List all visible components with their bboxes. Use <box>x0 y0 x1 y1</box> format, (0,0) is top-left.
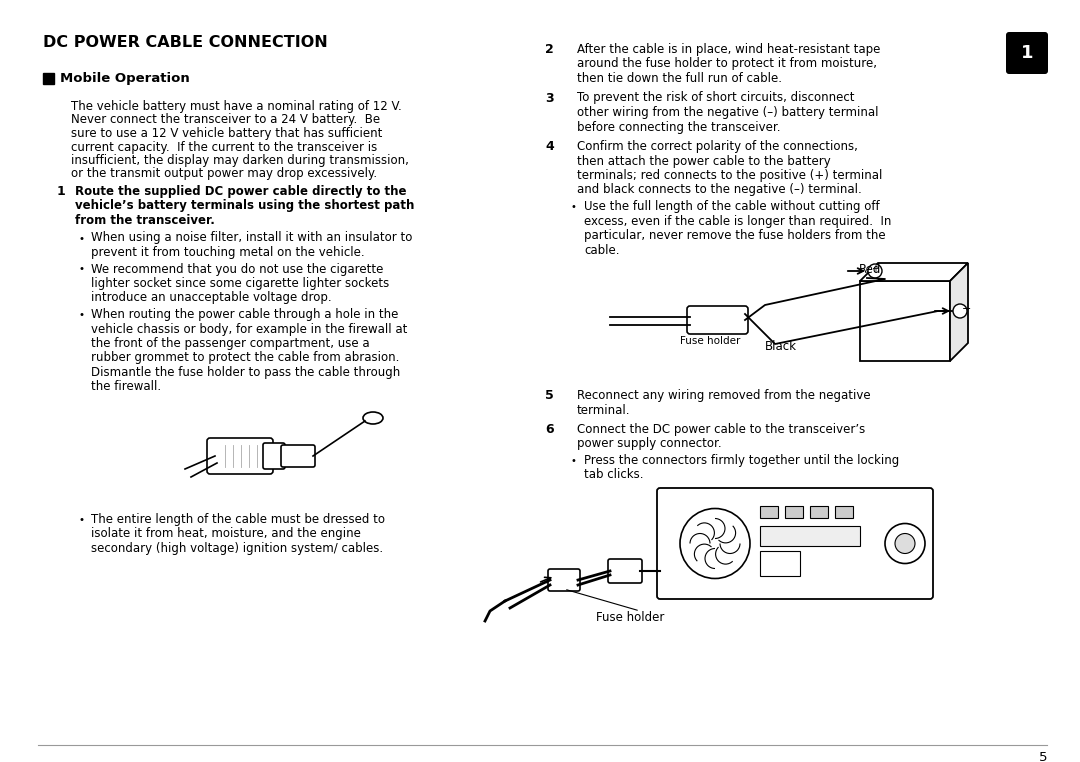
Bar <box>860 281 950 361</box>
Text: Connect the DC power cable to the transceiver’s: Connect the DC power cable to the transc… <box>577 423 865 436</box>
Text: introduce an unacceptable voltage drop.: introduce an unacceptable voltage drop. <box>91 292 332 305</box>
Text: prevent it from touching metal on the vehicle.: prevent it from touching metal on the ve… <box>91 246 365 259</box>
Bar <box>43 73 54 84</box>
Text: The entire length of the cable must be dressed to: The entire length of the cable must be d… <box>91 513 384 526</box>
Text: 3: 3 <box>545 91 554 104</box>
Text: particular, never remove the fuse holders from the: particular, never remove the fuse holder… <box>584 229 886 242</box>
Text: then tie down the full run of cable.: then tie down the full run of cable. <box>577 72 782 85</box>
Bar <box>760 551 800 576</box>
Text: Confirm the correct polarity of the connections,: Confirm the correct polarity of the conn… <box>577 140 858 153</box>
Text: DC POWER CABLE CONNECTION: DC POWER CABLE CONNECTION <box>43 35 327 50</box>
Ellipse shape <box>363 412 383 424</box>
Text: Mobile Operation: Mobile Operation <box>60 72 190 85</box>
Circle shape <box>953 304 967 318</box>
Text: power supply connector.: power supply connector. <box>577 437 721 450</box>
Text: When routing the power cable through a hole in the: When routing the power cable through a h… <box>91 308 399 321</box>
Text: 1: 1 <box>1021 44 1034 62</box>
Text: •: • <box>79 310 85 320</box>
Circle shape <box>885 523 924 564</box>
Text: terminal.: terminal. <box>577 404 631 417</box>
Text: insufficient, the display may darken during transmission,: insufficient, the display may darken dur… <box>71 154 409 167</box>
Text: Red: Red <box>859 263 881 276</box>
Text: then attach the power cable to the battery: then attach the power cable to the batte… <box>577 155 831 168</box>
Text: current capacity.  If the current to the transceiver is: current capacity. If the current to the … <box>71 140 377 153</box>
Text: Press the connectors firmly together until the locking: Press the connectors firmly together unt… <box>584 454 900 467</box>
Circle shape <box>868 264 882 278</box>
Text: After the cable is in place, wind heat-resistant tape: After the cable is in place, wind heat-r… <box>577 43 880 56</box>
Text: sure to use a 12 V vehicle battery that has sufficient: sure to use a 12 V vehicle battery that … <box>71 127 382 140</box>
Text: before connecting the transceiver.: before connecting the transceiver. <box>577 120 781 133</box>
Text: vehicle chassis or body, for example in the firewall at: vehicle chassis or body, for example in … <box>91 322 407 335</box>
Text: •: • <box>79 233 85 244</box>
FancyBboxPatch shape <box>281 445 315 467</box>
Text: vehicle’s battery terminals using the shortest path: vehicle’s battery terminals using the sh… <box>75 200 415 213</box>
Bar <box>760 506 778 518</box>
Text: Never connect the transceiver to a 24 V battery.  Be: Never connect the transceiver to a 24 V … <box>71 114 380 126</box>
Text: around the fuse holder to protect it from moisture,: around the fuse holder to protect it fro… <box>577 57 877 71</box>
Circle shape <box>895 533 915 553</box>
Text: rubber grommet to protect the cable from abrasion.: rubber grommet to protect the cable from… <box>91 351 400 364</box>
Text: isolate it from heat, moisture, and the engine: isolate it from heat, moisture, and the … <box>91 527 361 540</box>
Text: tab clicks.: tab clicks. <box>584 469 644 482</box>
Text: from the transceiver.: from the transceiver. <box>75 214 215 227</box>
Bar <box>760 526 860 546</box>
FancyBboxPatch shape <box>608 559 642 583</box>
Bar <box>785 506 804 518</box>
Text: and black connects to the negative (–) terminal.: and black connects to the negative (–) t… <box>577 184 862 197</box>
Polygon shape <box>950 263 968 361</box>
FancyBboxPatch shape <box>657 488 933 599</box>
Text: Black: Black <box>765 340 797 353</box>
Polygon shape <box>860 263 968 281</box>
Text: 1: 1 <box>57 185 66 198</box>
Bar <box>835 506 853 518</box>
Text: 4: 4 <box>545 140 554 153</box>
Text: •: • <box>571 456 577 466</box>
FancyBboxPatch shape <box>264 443 285 469</box>
Text: 5: 5 <box>1039 751 1047 762</box>
Text: Fuse holder: Fuse holder <box>596 611 664 624</box>
Circle shape <box>680 508 750 578</box>
Text: or the transmit output power may drop excessively.: or the transmit output power may drop ex… <box>71 168 377 181</box>
Text: Route the supplied DC power cable directly to the: Route the supplied DC power cable direct… <box>75 185 406 198</box>
FancyBboxPatch shape <box>687 306 748 334</box>
Text: Dismantle the fuse holder to pass the cable through: Dismantle the fuse holder to pass the ca… <box>91 366 401 379</box>
Text: the front of the passenger compartment, use a: the front of the passenger compartment, … <box>91 337 369 350</box>
Text: cable.: cable. <box>584 244 620 257</box>
Text: 2: 2 <box>545 43 554 56</box>
FancyBboxPatch shape <box>548 569 580 591</box>
Text: Fuse holder: Fuse holder <box>680 336 741 346</box>
Text: To prevent the risk of short circuits, disconnect: To prevent the risk of short circuits, d… <box>577 91 854 104</box>
Text: −: − <box>962 304 971 314</box>
Text: We recommend that you do not use the cigarette: We recommend that you do not use the cig… <box>91 262 383 276</box>
Text: 6: 6 <box>545 423 554 436</box>
FancyBboxPatch shape <box>207 438 273 474</box>
Text: other wiring from the negative (–) battery terminal: other wiring from the negative (–) batte… <box>577 106 878 119</box>
Text: lighter socket since some cigarette lighter sockets: lighter socket since some cigarette ligh… <box>91 277 389 290</box>
Text: secondary (high voltage) ignition system/ cables.: secondary (high voltage) ignition system… <box>91 542 383 555</box>
Text: •: • <box>79 515 85 525</box>
Text: •: • <box>79 264 85 274</box>
Text: Use the full length of the cable without cutting off: Use the full length of the cable without… <box>584 200 879 213</box>
Text: Reconnect any wiring removed from the negative: Reconnect any wiring removed from the ne… <box>577 389 870 402</box>
Text: terminals; red connects to the positive (+) terminal: terminals; red connects to the positive … <box>577 169 882 182</box>
Text: excess, even if the cable is longer than required.  In: excess, even if the cable is longer than… <box>584 214 891 228</box>
Bar <box>810 506 828 518</box>
FancyBboxPatch shape <box>1005 32 1048 74</box>
Text: the firewall.: the firewall. <box>91 380 161 393</box>
Text: When using a noise filter, install it with an insulator to: When using a noise filter, install it wi… <box>91 232 413 245</box>
Text: +: + <box>870 264 879 274</box>
Text: •: • <box>571 202 577 212</box>
Text: 5: 5 <box>545 389 554 402</box>
Text: The vehicle battery must have a nominal rating of 12 V.: The vehicle battery must have a nominal … <box>71 100 402 113</box>
